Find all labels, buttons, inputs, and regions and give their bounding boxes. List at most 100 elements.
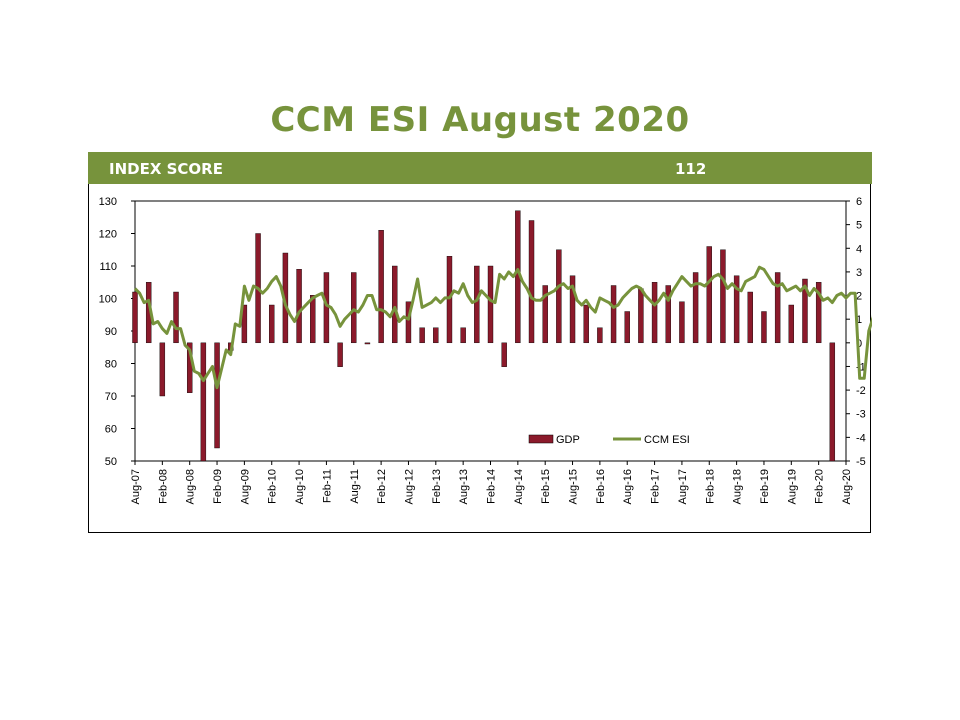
gdp-bar [528, 220, 535, 344]
x-axis-tick-label: Aug-11 [349, 469, 361, 504]
gdp-bar [392, 265, 398, 344]
right-axis-tick-label: 2 [856, 291, 862, 303]
x-axis-tick-label: Aug-09 [239, 469, 251, 504]
gdp-bar [747, 291, 753, 344]
gdp-bar [665, 285, 671, 344]
x-axis-tick-label: Feb-19 [759, 469, 771, 504]
index-score-label: INDEX SCORE [109, 160, 223, 178]
gdp-bar [815, 282, 822, 344]
gdp-bar [774, 272, 781, 344]
gdp-bar [173, 291, 179, 344]
x-axis-tick-label: Feb-13 [431, 469, 443, 504]
gdp-bar [269, 304, 275, 344]
gdp-bar [337, 342, 343, 367]
left-axis-tick-label: 90 [105, 326, 117, 338]
right-axis-tick-label: -2 [856, 385, 866, 397]
left-axis-tick-label: 130 [99, 196, 117, 208]
gdp-bar [487, 265, 494, 344]
gdp-bar [501, 342, 507, 367]
x-axis-tick-label: Aug-18 [732, 469, 744, 504]
gdp-bar [733, 275, 740, 344]
legend-esi-label: CCM ESI [644, 434, 690, 446]
gdp-bar [624, 311, 630, 344]
left-axis-tick-label: 70 [105, 391, 117, 403]
right-axis-tick-label: 4 [856, 243, 862, 255]
left-axis-tick-label: 80 [105, 359, 117, 371]
x-axis-tick-label: Feb-09 [212, 469, 224, 504]
gdp-bar [419, 327, 425, 344]
right-axis-tick-label: 3 [856, 267, 862, 279]
gdp-bar [556, 249, 562, 344]
x-axis-tick-label: Feb-16 [595, 469, 607, 504]
right-axis-tick-label: 5 [856, 220, 862, 232]
right-axis-tick-label: 6 [856, 196, 862, 208]
gdp-bar [597, 327, 603, 344]
right-axis-tick-label: -5 [856, 456, 866, 468]
x-axis-tick-label: Feb-10 [267, 469, 279, 504]
x-axis-tick-label: Feb-08 [157, 469, 169, 504]
right-axis-tick-label: 1 [856, 314, 862, 326]
gdp-bar [720, 249, 726, 344]
legend-gdp-label: GDP [556, 434, 580, 446]
x-axis-tick-label: Feb-17 [650, 469, 662, 504]
x-axis-tick-label: Aug-14 [513, 469, 525, 504]
left-axis-tick-label: 50 [105, 456, 117, 468]
gdp-bar [474, 265, 480, 344]
gdp-bar [200, 342, 207, 462]
chart-frame: 50 60 70 80 90 100 110 120 130 -5 -4 -3 -2 -1 0 1 2 3 4 5 6… [88, 184, 872, 533]
x-axis-tick-label: Aug-20 [841, 469, 853, 504]
page-title: CCM ESI August 2020 [270, 100, 690, 140]
x-axis-tick-label: Feb-11 [321, 469, 333, 503]
index-score-value: 112 [675, 160, 707, 178]
gdp-bar [788, 304, 795, 344]
x-axis-tick-label: Aug-12 [403, 469, 415, 504]
gdp-bar [405, 301, 412, 344]
esi-series-line [133, 265, 872, 390]
gdp-bar [569, 275, 576, 344]
gdp-bar [802, 278, 808, 344]
x-axis-tick-label: Feb-20 [814, 469, 826, 504]
x-axis-tick-label: Aug-19 [786, 469, 798, 504]
gdp-bar [651, 282, 658, 344]
x-axis-tick-label: Feb-12 [376, 469, 388, 504]
gdp-bar [638, 288, 644, 344]
x-axis-tick-label: Aug-15 [568, 469, 580, 504]
gdp-bar [378, 230, 384, 344]
gdp-bar [132, 291, 138, 344]
gdp-bar [610, 285, 617, 344]
gdp-bar [829, 342, 836, 462]
right-axis-tick-label: -4 [856, 432, 866, 444]
right-axis-tick-label: -1 [856, 361, 866, 373]
gdp-bar [433, 327, 439, 344]
left-axis-tick-label: 60 [105, 424, 117, 436]
gdp-bar [446, 256, 453, 344]
x-axis-tick-label: Aug-07 [130, 469, 142, 504]
gdp-bar [351, 272, 357, 344]
gdp-bar [159, 342, 166, 397]
left-axis-tick-label: 100 [99, 294, 117, 306]
x-axis-tick-label: Aug-16 [622, 469, 634, 504]
x-axis-tick-label: Feb-15 [540, 469, 552, 504]
gdp-bar [323, 272, 330, 344]
gdp-bar [460, 327, 466, 344]
gdp-bar [364, 342, 371, 345]
x-axis-tick-label: Aug-08 [185, 469, 197, 504]
gdp-bar [761, 311, 767, 344]
left-axis-tick-label: 120 [99, 229, 117, 241]
x-axis-tick-label: Feb-18 [704, 469, 716, 504]
x-axis-tick-label: Feb-14 [486, 469, 498, 504]
gdp-bar [542, 285, 548, 344]
gdp-bar [214, 342, 220, 449]
gdp-bar [583, 304, 589, 344]
gdp-bar [706, 246, 712, 344]
index-score-bar: INDEX SCORE 112 [88, 152, 872, 184]
x-axis-tick-label: Aug-17 [677, 469, 689, 504]
left-axis-tick-label: 110 [99, 261, 117, 273]
gdp-bar [310, 295, 316, 344]
gdp-bar [241, 304, 248, 344]
gdp-bar [296, 269, 302, 344]
gdp-bar [692, 272, 699, 344]
x-axis-tick-label: Aug-13 [458, 469, 470, 504]
legend-gdp-swatch [528, 434, 554, 444]
